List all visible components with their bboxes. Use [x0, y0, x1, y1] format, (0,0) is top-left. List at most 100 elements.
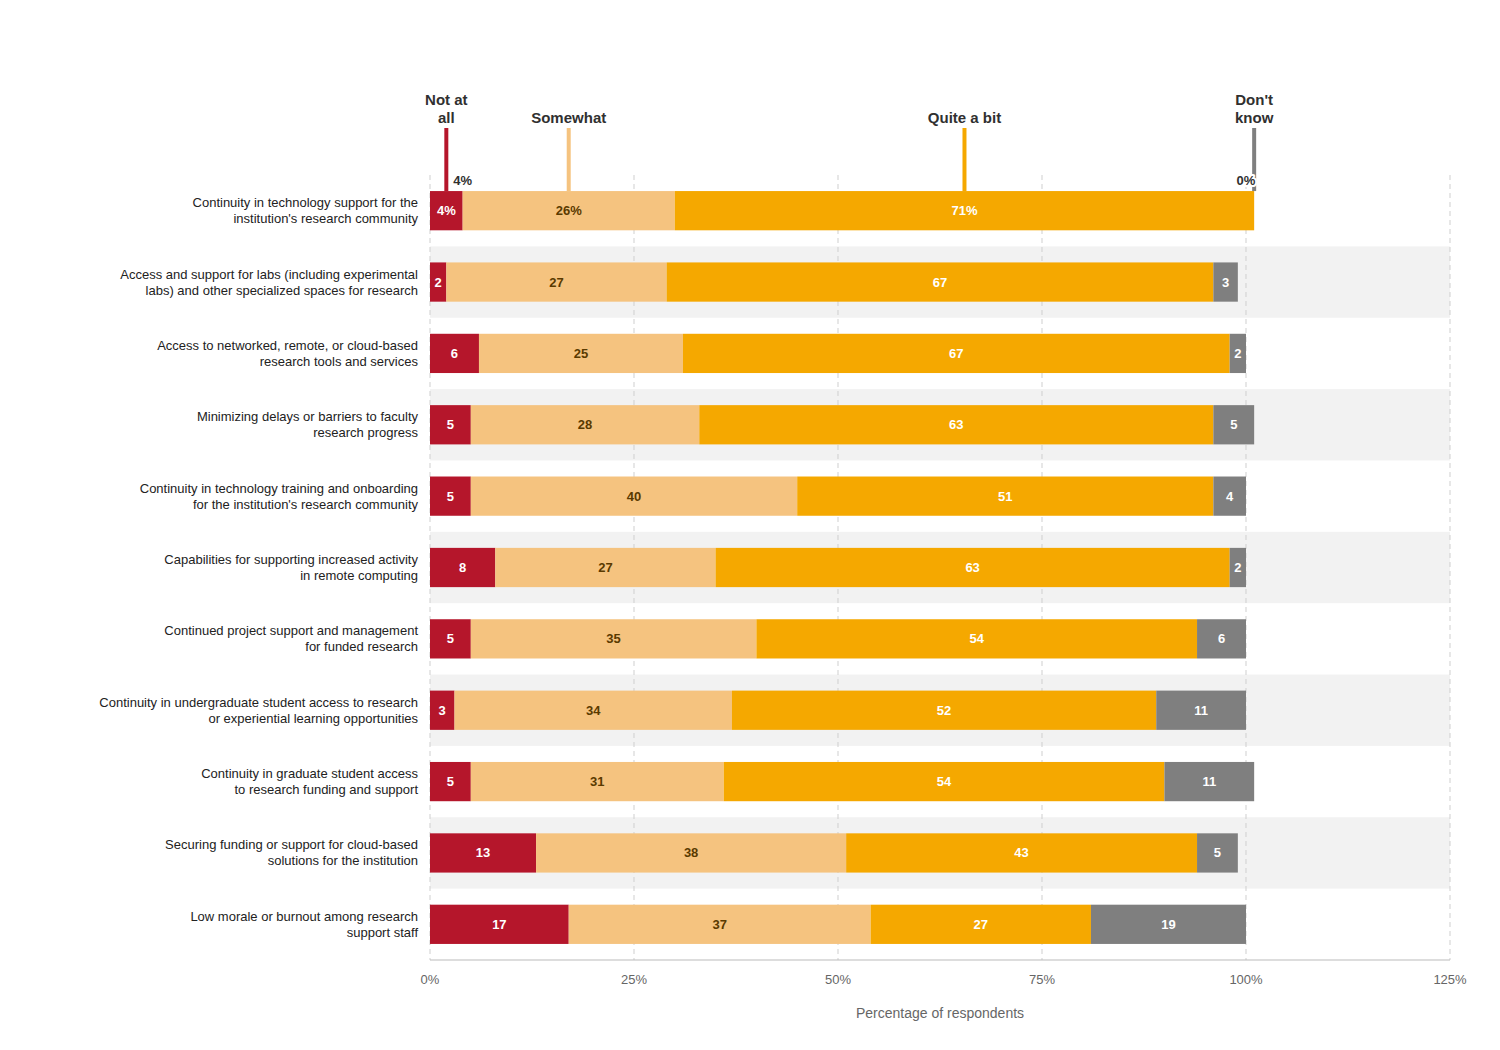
data-label: 31 — [590, 774, 604, 789]
bar-segment — [430, 905, 569, 944]
bar-segment — [1164, 762, 1254, 801]
row-band — [430, 389, 1450, 460]
data-labels: 4%26558535131726%2725284027353431383771%… — [435, 203, 1242, 932]
category-label-line: support staff — [347, 925, 419, 940]
legend-entry: Not atall — [425, 91, 468, 126]
bar-segment — [446, 262, 666, 301]
data-label: 5 — [447, 774, 454, 789]
bar-segment — [1213, 262, 1237, 301]
bar-segment — [430, 548, 495, 587]
bar-segment — [454, 691, 731, 730]
data-label: 25 — [574, 346, 588, 361]
data-label: 54 — [969, 631, 984, 646]
row-band — [430, 675, 1450, 746]
legend-entry-line: Don't — [1235, 91, 1273, 108]
category-label-line: for the institution's research community — [193, 497, 419, 512]
category-label-line: in remote computing — [300, 568, 418, 583]
bar-segment — [1156, 691, 1246, 730]
bar-segment — [699, 405, 1213, 444]
row-shading — [430, 246, 1450, 888]
category-label: Low morale or burnout among researchsupp… — [190, 909, 418, 940]
bar-segment — [1254, 191, 1255, 230]
tick-label: 125% — [1433, 972, 1467, 987]
bar-segment — [430, 262, 446, 301]
legend-entry: Somewhat — [531, 109, 606, 126]
data-label: 52 — [937, 703, 951, 718]
data-label: 6 — [1218, 631, 1225, 646]
category-label-line: research tools and services — [260, 354, 419, 369]
row-band — [430, 246, 1450, 317]
data-label: 26% — [556, 203, 582, 218]
category-label: Access and support for labs (including e… — [120, 267, 418, 298]
legend-leader — [567, 128, 571, 191]
tick-label: 75% — [1029, 972, 1055, 987]
category-label-line: Continuity in technology support for the — [193, 195, 418, 210]
bar-segment — [430, 619, 471, 658]
tick-label: 25% — [621, 972, 647, 987]
data-label: 27 — [974, 917, 988, 932]
bar-segment — [430, 334, 479, 373]
data-label: 2 — [435, 275, 442, 290]
data-label: 27 — [598, 560, 612, 575]
category-label: Capabilities for supporting increased ac… — [164, 552, 418, 583]
legend: Not atall Somewhat Quite a bit Don'tknow — [425, 91, 1274, 191]
category-label: Continuity in graduate student accessto … — [201, 766, 418, 797]
data-label: 5 — [447, 631, 454, 646]
category-label: Continuity in undergraduate student acce… — [99, 695, 418, 726]
category-label: Continuity in technology support for the… — [193, 195, 419, 226]
category-label-line: institution's research community — [233, 211, 418, 226]
data-label: 5 — [447, 417, 454, 432]
bar-segment — [756, 619, 1197, 658]
bar-segment — [471, 477, 797, 516]
data-label: 43 — [1014, 845, 1028, 860]
data-label: 6 — [451, 346, 458, 361]
bar-segment — [732, 691, 1156, 730]
bar-segment — [1213, 477, 1246, 516]
bar-segment — [463, 191, 675, 230]
legend-entry-line: know — [1235, 109, 1274, 126]
annotations: 4% 0% — [453, 173, 1256, 188]
data-label: 4% — [437, 203, 456, 218]
annotation: 0% — [1237, 173, 1256, 188]
bar-segment — [471, 619, 757, 658]
data-label: 71% — [951, 203, 977, 218]
data-label: 4 — [1226, 489, 1234, 504]
category-label-line: Continuity in undergraduate student acce… — [99, 695, 418, 710]
bar-segment — [1213, 405, 1254, 444]
category-label-line: Continuity in graduate student access — [201, 766, 418, 781]
legend-entry-line: Quite a bit — [928, 109, 1001, 126]
data-label: 51 — [998, 489, 1012, 504]
data-label: 3 — [1222, 275, 1229, 290]
data-label: 2 — [1234, 346, 1241, 361]
grid-line — [1450, 175, 1451, 960]
category-label-line: research progress — [313, 425, 418, 440]
bar-segment — [495, 548, 715, 587]
category-label: Minimizing delays or barriers to faculty… — [197, 409, 419, 440]
legend-leader — [444, 128, 448, 191]
data-label: 13 — [476, 845, 490, 860]
bar-segment — [471, 405, 699, 444]
data-label: 5 — [1230, 417, 1237, 432]
data-label: 3 — [439, 703, 446, 718]
data-label: 67 — [949, 346, 963, 361]
bar-segment — [471, 762, 724, 801]
bar-segment — [667, 262, 1214, 301]
bar-segment — [430, 691, 454, 730]
data-label: 17 — [492, 917, 506, 932]
legend-entry-line: Not at — [425, 91, 468, 108]
category-label-line: Continued project support and management — [164, 623, 418, 638]
category-label-line: Continuity in technology training and on… — [140, 481, 418, 496]
annotation: 4% — [453, 173, 472, 188]
grid — [430, 175, 1450, 960]
chart: 0%25%50%75%100%125%Percentage of respond… — [0, 0, 1500, 1050]
page: {"chart_data": { "type": "bar", "orienta… — [0, 0, 1500, 1050]
category-label-line: to research funding and support — [234, 782, 418, 797]
row-band — [430, 817, 1450, 888]
legend-entry: Don'tknow — [1235, 91, 1274, 126]
data-label: 2 — [1234, 560, 1241, 575]
category-label-line: Low morale or burnout among research — [190, 909, 418, 924]
category-label: Access to networked, remote, or cloud-ba… — [157, 338, 418, 369]
bar-segment — [569, 905, 871, 944]
data-label: 63 — [965, 560, 979, 575]
data-label: 34 — [586, 703, 601, 718]
